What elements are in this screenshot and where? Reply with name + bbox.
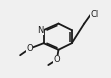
Text: O: O: [26, 44, 33, 53]
Text: O: O: [54, 55, 60, 64]
Text: N: N: [37, 26, 44, 35]
Text: Cl: Cl: [90, 10, 99, 19]
